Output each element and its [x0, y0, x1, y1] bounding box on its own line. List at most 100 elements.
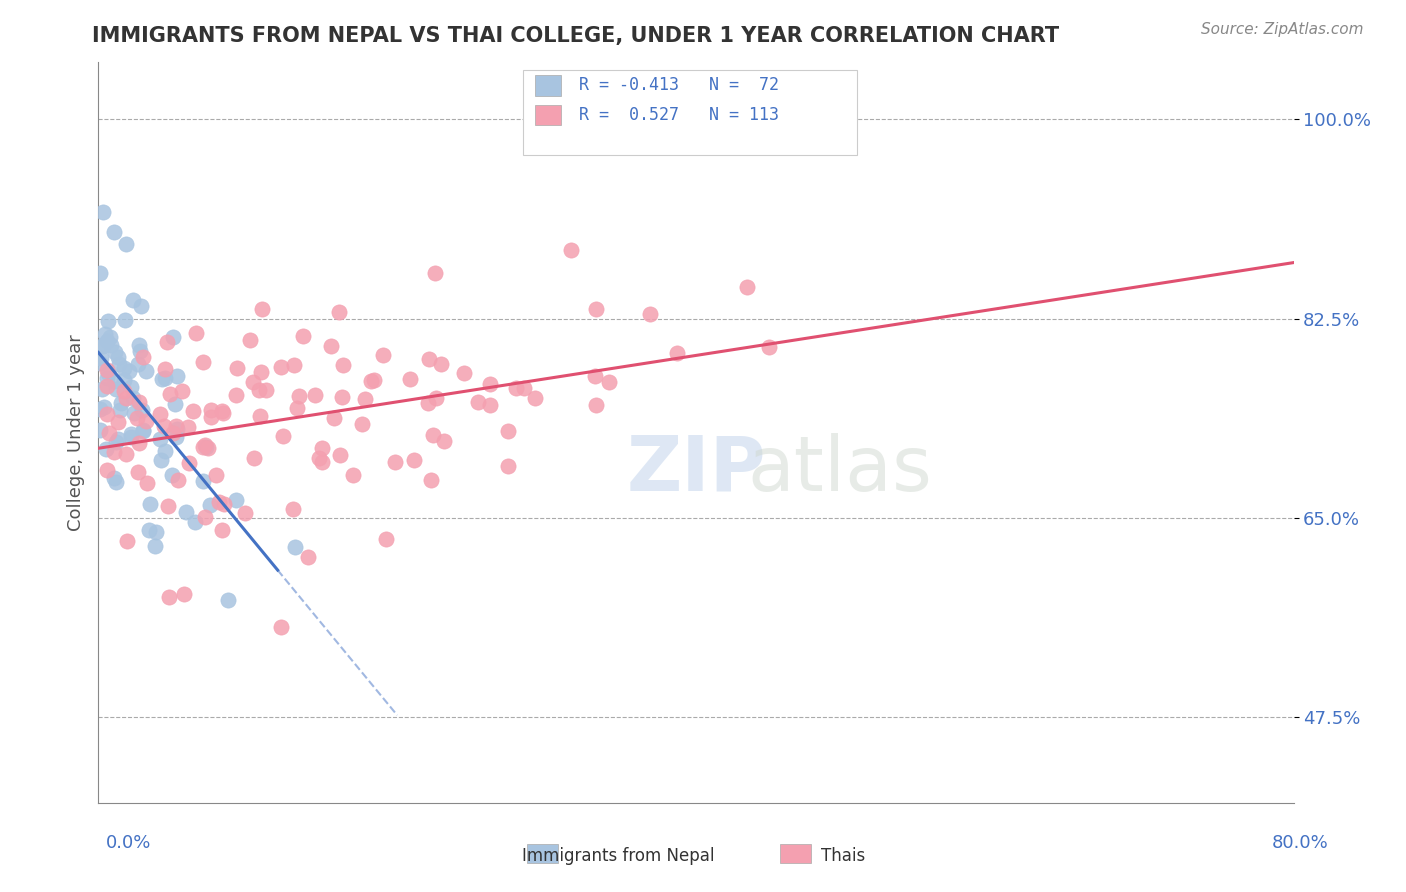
Point [177, 419, 200, 434]
Point [418, 352, 440, 367]
Point [422, 428, 444, 442]
Point [90, 351, 112, 366]
Point [247, 383, 270, 397]
Point [425, 267, 447, 281]
Point [191, 440, 214, 454]
Point [115, 391, 138, 405]
Point [638, 307, 661, 321]
Point [96, 378, 118, 392]
Point [225, 388, 247, 402]
Point [416, 396, 439, 410]
Point [524, 391, 547, 405]
Text: 80.0%: 80.0% [1272, 834, 1329, 852]
Point [127, 465, 149, 479]
Point [239, 333, 262, 347]
Point [153, 418, 176, 433]
Point [323, 410, 346, 425]
Point [211, 406, 233, 420]
Point [254, 383, 277, 397]
Text: Immigrants from Nepal: Immigrants from Nepal [523, 847, 714, 865]
Point [430, 357, 453, 371]
Point [311, 455, 333, 469]
Point [205, 467, 228, 482]
Point [425, 391, 447, 405]
Point [243, 450, 266, 465]
Point [98, 425, 121, 440]
Point [217, 593, 239, 607]
Point [496, 425, 519, 439]
Point [128, 395, 150, 409]
Point [186, 326, 208, 341]
Point [135, 476, 157, 491]
Point [127, 357, 149, 371]
Point [200, 498, 222, 512]
Point [288, 389, 311, 403]
Point [115, 448, 138, 462]
Point [162, 425, 184, 440]
Point [155, 361, 177, 376]
Point [585, 301, 607, 316]
Point [560, 243, 582, 257]
Text: 0.0%: 0.0% [105, 834, 150, 852]
Point [453, 366, 475, 380]
Point [103, 445, 125, 459]
Point [153, 444, 176, 458]
Point [107, 415, 129, 429]
Point [352, 417, 374, 431]
FancyBboxPatch shape [534, 75, 561, 95]
Point [194, 440, 217, 454]
FancyBboxPatch shape [523, 70, 858, 155]
Point [149, 432, 172, 446]
Point [371, 348, 394, 362]
Point [129, 299, 152, 313]
Point [89, 356, 111, 370]
Point [225, 493, 247, 508]
Text: ZIP: ZIP [626, 433, 766, 507]
Point [384, 455, 406, 469]
Point [121, 293, 143, 307]
Point [758, 340, 780, 354]
Point [598, 375, 620, 389]
Point [107, 432, 129, 446]
Point [166, 369, 188, 384]
Point [249, 365, 271, 379]
Point [404, 452, 426, 467]
Point [304, 388, 326, 402]
Point [108, 402, 131, 417]
Text: Thais: Thais [821, 847, 866, 865]
Point [122, 406, 145, 420]
Point [194, 438, 217, 452]
Point [114, 237, 136, 252]
Point [103, 374, 125, 388]
Point [105, 434, 128, 449]
Point [194, 510, 217, 524]
Point [167, 473, 190, 487]
Point [208, 494, 231, 508]
Point [583, 368, 606, 383]
Point [177, 456, 200, 470]
Point [354, 392, 377, 407]
Point [150, 453, 173, 467]
Point [211, 524, 233, 538]
Point [332, 358, 354, 372]
Point [283, 359, 305, 373]
Point [103, 225, 125, 239]
Point [107, 350, 129, 364]
Point [420, 474, 443, 488]
Point [342, 467, 364, 482]
Point [360, 374, 382, 388]
Point [165, 419, 187, 434]
Point [505, 381, 527, 395]
Point [149, 407, 172, 421]
Point [271, 428, 294, 442]
Point [159, 387, 181, 401]
Point [121, 380, 143, 394]
Point [374, 532, 396, 546]
Point [128, 436, 150, 450]
Point [105, 382, 128, 396]
Point [297, 550, 319, 565]
Point [100, 338, 122, 352]
Point [131, 402, 153, 417]
Point [226, 361, 249, 376]
Point [666, 345, 689, 359]
